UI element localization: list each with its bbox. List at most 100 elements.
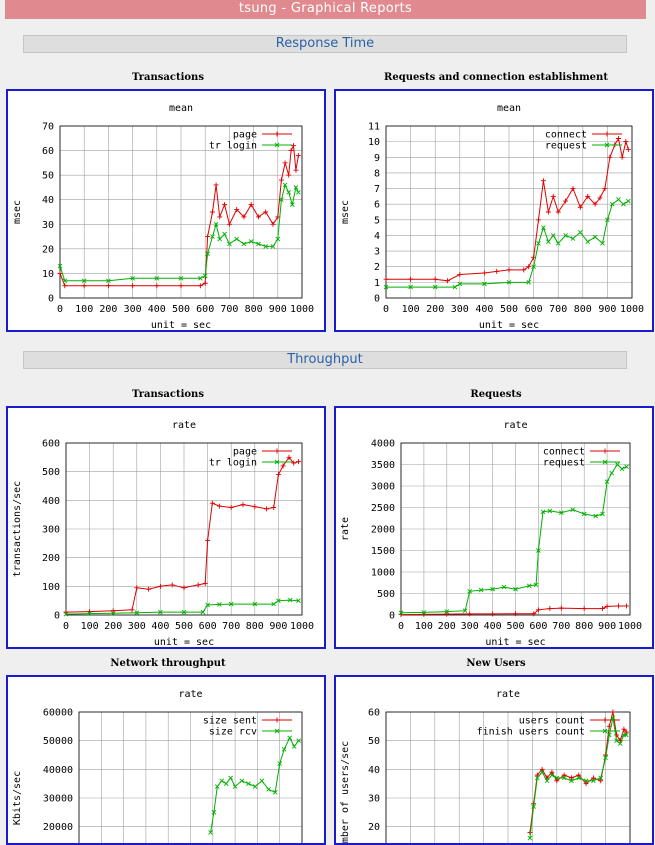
data-point	[291, 143, 297, 149]
data-point	[134, 610, 140, 616]
data-point	[615, 136, 621, 142]
series-line	[65, 456, 299, 613]
data-point	[279, 197, 284, 203]
data-point	[614, 732, 620, 738]
data-point	[57, 270, 63, 276]
legend-label: page	[233, 130, 257, 141]
data-point	[158, 609, 163, 615]
data-point	[248, 239, 254, 244]
x-tick-label: 1000	[290, 621, 314, 632]
data-point	[535, 607, 541, 613]
legend-label: request	[545, 141, 587, 152]
data-point	[600, 240, 605, 246]
x-tick-label: 500	[175, 621, 193, 632]
y-axis-label: Kbits/sec	[12, 771, 23, 825]
x-tick-label: 500	[500, 304, 518, 315]
data-point	[554, 775, 560, 781]
y-tick-label: 70	[42, 122, 54, 133]
plot-frame	[59, 125, 303, 299]
series-1	[57, 143, 301, 289]
data-point	[222, 231, 227, 237]
data-point	[195, 582, 201, 588]
data-point	[432, 276, 438, 282]
legend-marker	[274, 448, 280, 454]
y-tick-label: 7	[374, 184, 380, 195]
data-point	[614, 738, 619, 743]
data-point	[600, 511, 605, 517]
data-point	[202, 273, 208, 279]
data-point	[577, 204, 583, 210]
data-point	[278, 177, 284, 183]
y-tick-label: 5	[374, 215, 380, 226]
data-point	[197, 283, 203, 289]
data-point	[570, 186, 576, 192]
data-point	[539, 769, 545, 775]
data-point	[282, 182, 288, 188]
y-tick-label: 0	[389, 611, 395, 622]
data-point	[478, 587, 484, 593]
legend-label: tr login	[209, 141, 257, 152]
data-point	[286, 172, 292, 178]
x-tick-label: 100	[415, 621, 433, 632]
data-point	[209, 209, 215, 215]
data-point	[506, 267, 512, 273]
data-point	[536, 217, 542, 223]
x-axis-label: unit = sec	[479, 320, 539, 331]
data-point	[554, 778, 560, 784]
data-point	[62, 278, 68, 284]
x-tick-label: 200	[426, 304, 444, 315]
data-point	[550, 193, 556, 199]
data-point	[513, 611, 518, 617]
data-point	[211, 810, 217, 815]
legend-marker	[602, 728, 608, 734]
data-point	[226, 221, 232, 227]
data-point	[526, 583, 532, 589]
y-tick-label: 400	[42, 496, 60, 507]
data-point	[154, 283, 160, 289]
data-point	[256, 241, 261, 247]
data-point	[617, 741, 623, 746]
data-point	[494, 268, 500, 274]
data-point	[610, 201, 615, 207]
x-tick-label: 800	[246, 621, 264, 632]
series-2	[527, 715, 629, 841]
data-point	[130, 283, 136, 289]
y-tick-label: 3500	[371, 460, 395, 471]
data-point	[181, 585, 187, 591]
data-point	[607, 154, 613, 160]
data-point	[616, 603, 622, 609]
data-point	[216, 503, 222, 509]
data-point	[610, 709, 616, 715]
data-point	[87, 611, 92, 616]
data-point	[549, 772, 555, 778]
data-point	[271, 505, 277, 510]
x-tick-label: 500	[506, 621, 524, 632]
y-tick-label: 50000	[43, 736, 73, 747]
series-2	[383, 197, 631, 290]
data-point	[624, 732, 629, 738]
y-tick-label: 10	[42, 269, 54, 280]
data-point	[154, 276, 160, 281]
y-tick-label: 20000	[43, 822, 73, 833]
x-tick-label: 700	[552, 621, 570, 632]
data-point	[619, 154, 625, 160]
legend-marker	[604, 142, 610, 148]
series-1	[383, 136, 631, 284]
data-point	[558, 510, 564, 515]
x-tick-label: 700	[220, 304, 238, 315]
data-point	[205, 234, 211, 240]
legend-marker	[274, 459, 280, 465]
data-point	[234, 207, 240, 213]
data-point	[583, 781, 589, 787]
y-tick-label: 40	[368, 765, 380, 776]
y-tick-label: 6	[374, 200, 380, 211]
y-tick-label: 40000	[43, 765, 73, 776]
data-point	[169, 582, 175, 588]
data-point	[540, 178, 546, 184]
y-tick-label: 50	[368, 736, 380, 747]
data-point	[81, 278, 87, 284]
data-point	[568, 775, 574, 781]
data-point	[210, 234, 215, 239]
series-line	[65, 599, 299, 615]
data-point	[624, 603, 630, 609]
